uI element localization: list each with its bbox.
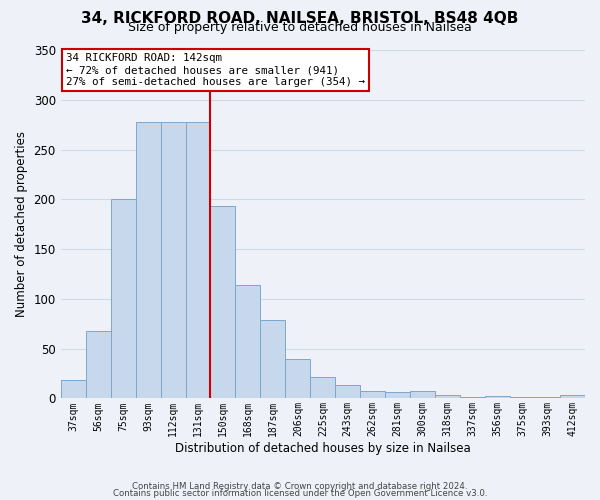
Bar bbox=[136, 122, 161, 398]
Bar bbox=[286, 358, 310, 399]
Bar bbox=[560, 396, 585, 398]
Text: 34, RICKFORD ROAD, NAILSEA, BRISTOL, BS48 4QB: 34, RICKFORD ROAD, NAILSEA, BRISTOL, BS4… bbox=[82, 11, 518, 26]
Bar bbox=[235, 285, 260, 399]
Bar bbox=[86, 330, 110, 398]
Bar bbox=[485, 396, 510, 398]
Text: Contains HM Land Registry data © Crown copyright and database right 2024.: Contains HM Land Registry data © Crown c… bbox=[132, 482, 468, 491]
Bar bbox=[360, 392, 385, 398]
Text: Contains public sector information licensed under the Open Government Licence v3: Contains public sector information licen… bbox=[113, 489, 487, 498]
X-axis label: Distribution of detached houses by size in Nailsea: Distribution of detached houses by size … bbox=[175, 442, 471, 455]
Bar bbox=[310, 376, 335, 398]
Bar bbox=[61, 380, 86, 398]
Bar bbox=[385, 392, 410, 398]
Bar bbox=[185, 122, 211, 398]
Bar bbox=[335, 386, 360, 398]
Bar bbox=[211, 206, 235, 398]
Bar bbox=[260, 320, 286, 398]
Y-axis label: Number of detached properties: Number of detached properties bbox=[15, 131, 28, 317]
Text: 34 RICKFORD ROAD: 142sqm
← 72% of detached houses are smaller (941)
27% of semi-: 34 RICKFORD ROAD: 142sqm ← 72% of detach… bbox=[66, 54, 365, 86]
Bar bbox=[161, 122, 185, 398]
Bar bbox=[435, 396, 460, 398]
Text: Size of property relative to detached houses in Nailsea: Size of property relative to detached ho… bbox=[128, 21, 472, 34]
Bar bbox=[410, 392, 435, 398]
Bar bbox=[110, 200, 136, 398]
